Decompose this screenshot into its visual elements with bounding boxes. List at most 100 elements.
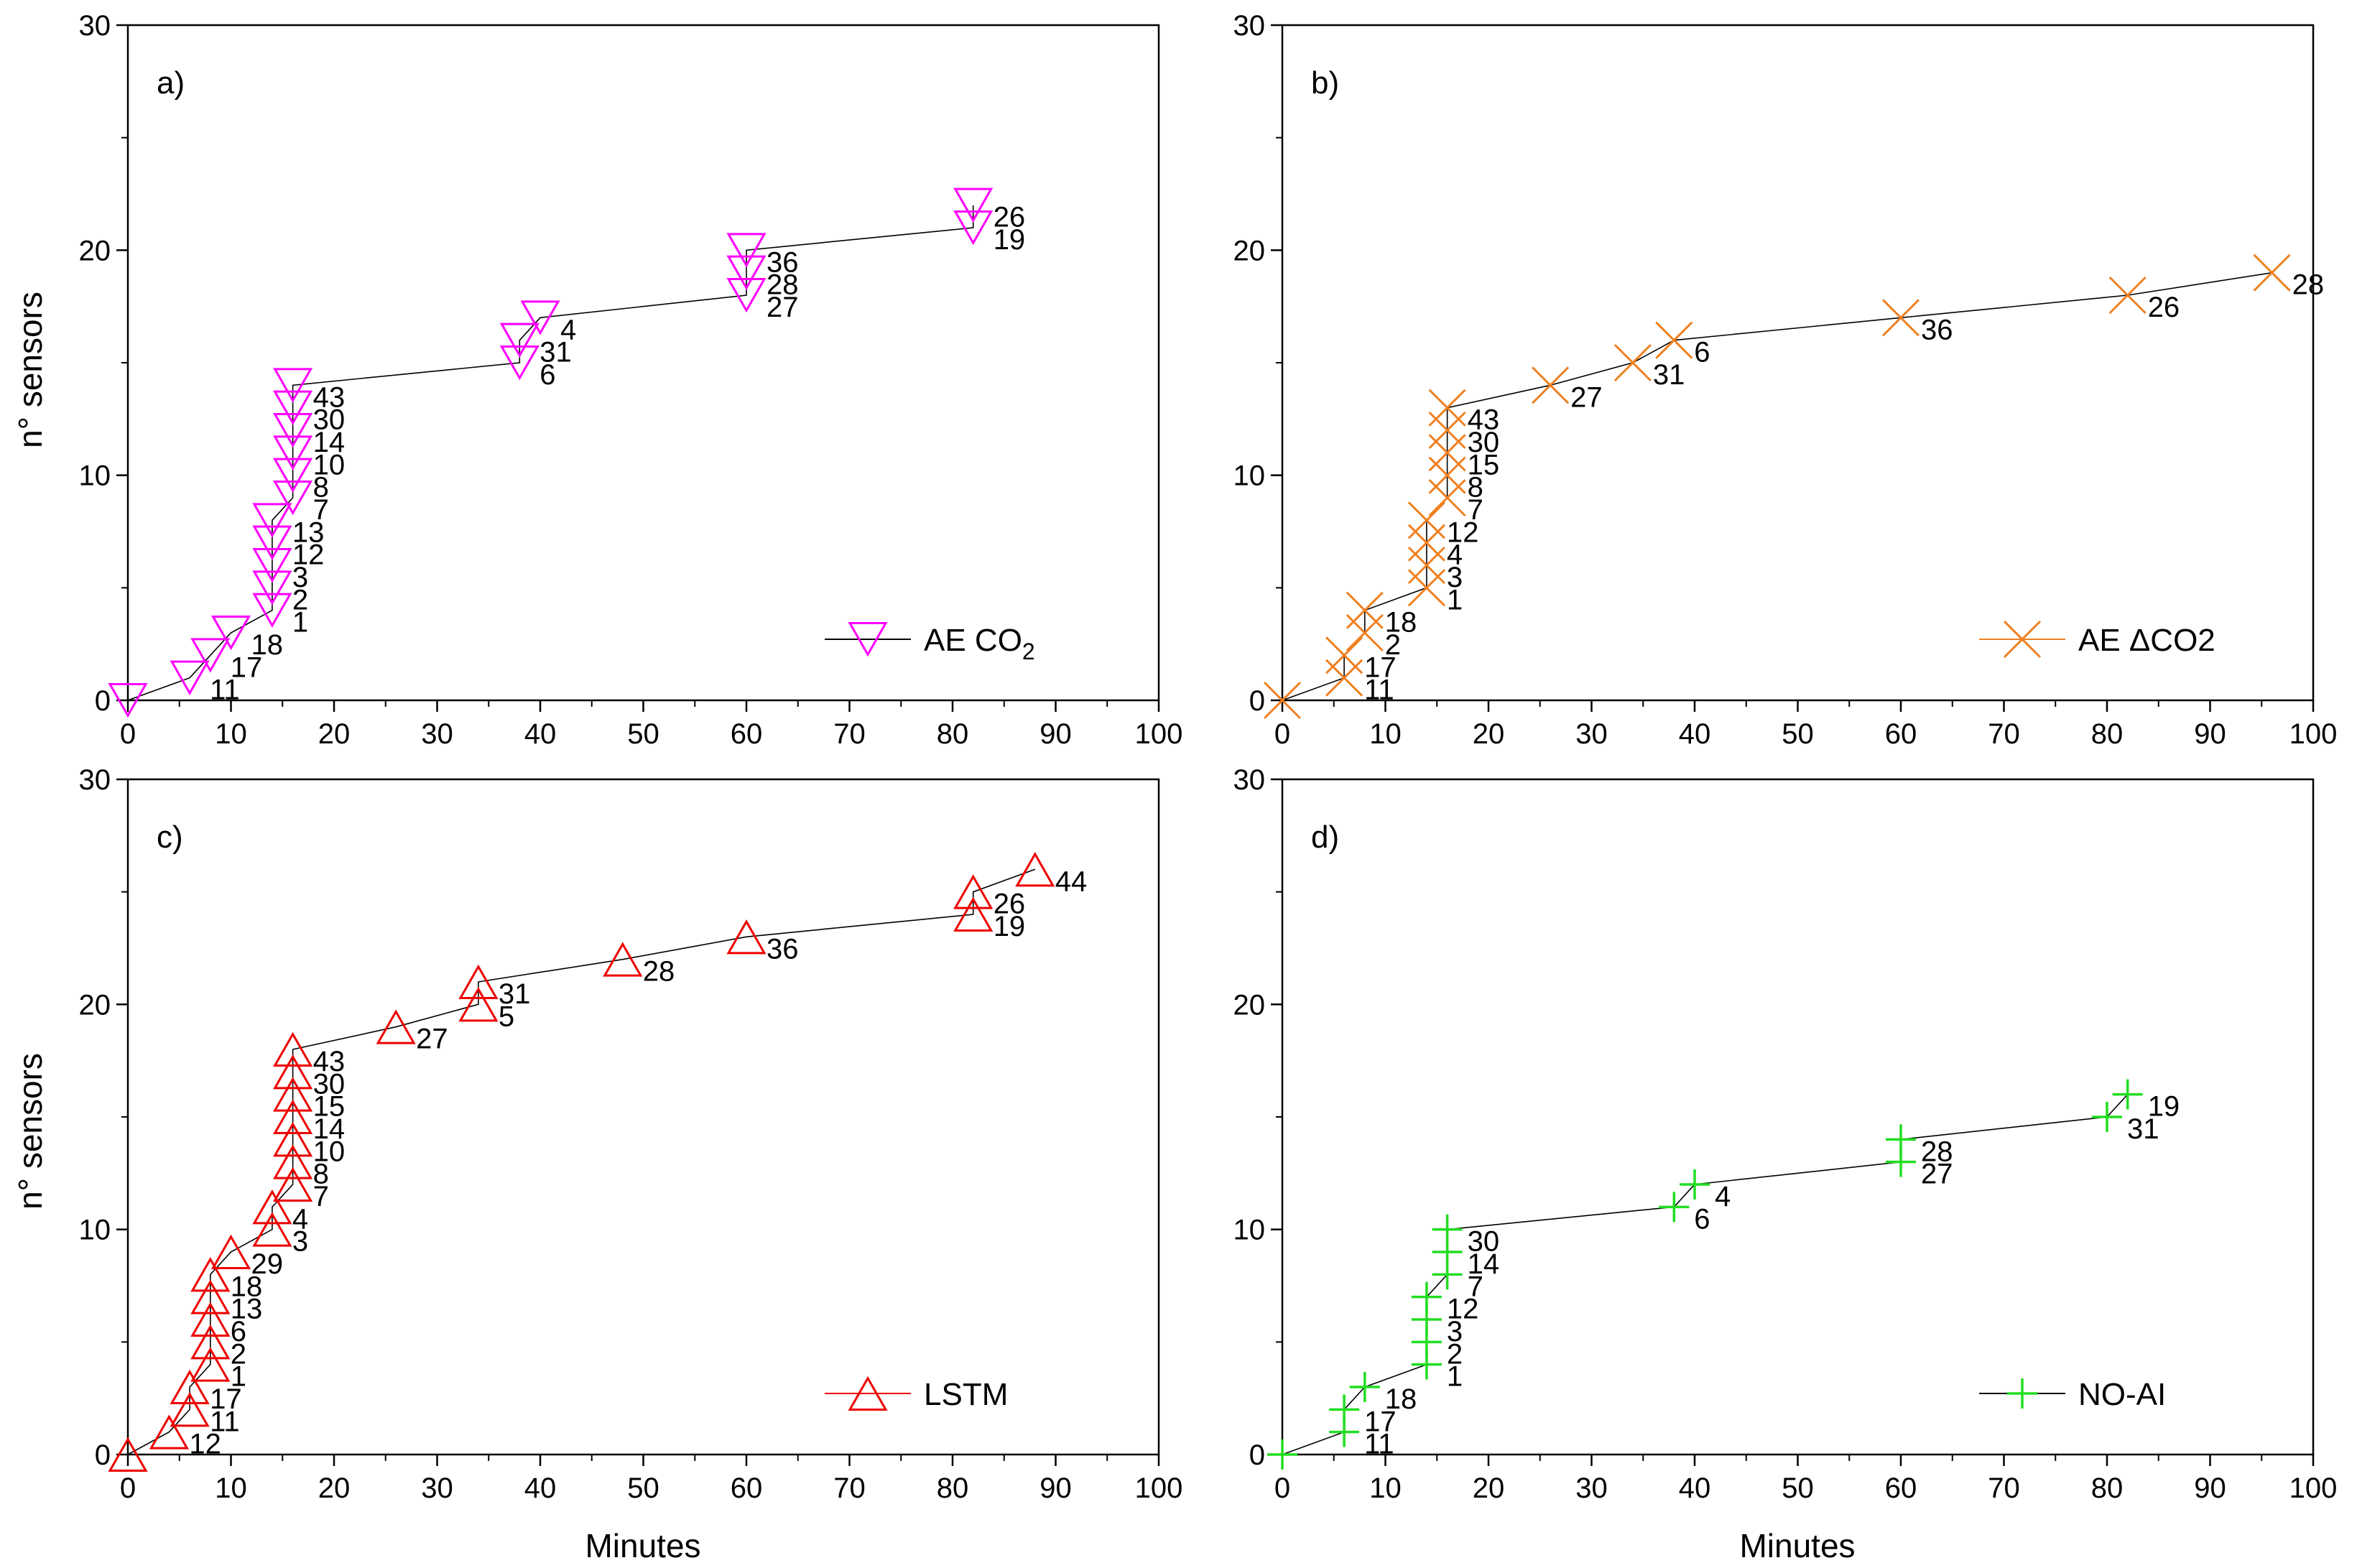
point-label: 28 — [767, 269, 799, 301]
data-point — [376, 1009, 416, 1044]
y-tick-label: 10 — [79, 460, 111, 492]
data-point — [252, 570, 292, 606]
legend-subscript: 2 — [1022, 639, 1035, 664]
point-label: 2 — [292, 584, 308, 616]
data-point — [149, 1414, 189, 1449]
y-tick-label: 10 — [79, 1215, 111, 1246]
x-tick-label: 10 — [215, 718, 247, 750]
data-point — [273, 1144, 313, 1179]
point-label: 2 — [1447, 1338, 1463, 1370]
point-label: 4 — [1447, 539, 1463, 571]
y-tick-label: 30 — [1233, 10, 1266, 42]
x-tick-label: 100 — [1135, 718, 1183, 750]
x-tick-label: 10 — [1369, 718, 1402, 750]
point-label: 36 — [767, 246, 799, 278]
point-label: 4 — [1715, 1181, 1731, 1212]
ylabel-top: n° sensors — [11, 292, 49, 448]
data-point — [726, 255, 767, 290]
x-tick-label: 60 — [731, 718, 763, 750]
point-label: 11 — [210, 674, 240, 706]
data-point — [2092, 1102, 2122, 1132]
data-point — [499, 345, 540, 381]
data-point — [1659, 1192, 1690, 1223]
point-label: 27 — [1570, 381, 1603, 413]
data-point — [273, 481, 313, 516]
panel-label: c) — [157, 820, 183, 855]
plot-frame — [126, 24, 1160, 702]
point-label: 36 — [1921, 314, 1953, 345]
x-tick-label: 30 — [1575, 718, 1608, 750]
data-point — [603, 942, 643, 977]
panel-label: b) — [1311, 65, 1339, 101]
chart-panel-1: 0 10 20 30 40 50 60 70 80 90 1000102030a)111718123… — [79, 10, 1183, 750]
point-label: 5 — [499, 1001, 514, 1032]
data-point — [210, 1234, 251, 1269]
panel-label: a) — [157, 65, 185, 101]
data-point — [273, 1166, 313, 1202]
series-line — [127, 868, 1036, 1455]
point-label: 13 — [292, 516, 325, 548]
point-label: 19 — [994, 911, 1026, 942]
y-tick-label: 30 — [79, 764, 111, 796]
point-label: 3 — [1447, 562, 1463, 593]
data-point — [726, 233, 767, 268]
x-tick-label: 30 — [421, 718, 453, 750]
y-tick-label: 0 — [95, 685, 111, 717]
point-label: 13 — [231, 1294, 263, 1325]
y-tick-label: 20 — [79, 235, 111, 266]
x-tick-label: 100 — [1135, 1472, 1183, 1504]
x-tick-label: 70 — [1988, 718, 2020, 750]
data-point — [252, 503, 292, 538]
y-tick-label: 20 — [79, 989, 111, 1021]
data-point — [273, 1099, 313, 1134]
y-tick-label: 30 — [79, 10, 111, 42]
x-tick-label: 90 — [1039, 1472, 1072, 1504]
data-point — [2112, 1079, 2143, 1110]
point-label: 27 — [1921, 1159, 1953, 1190]
x-tick-label: 90 — [2194, 1472, 2226, 1504]
point-label: 14 — [313, 427, 346, 458]
data-point — [499, 323, 540, 358]
point-label: 8 — [1468, 472, 1483, 504]
data-point — [1532, 366, 1570, 404]
data-point — [273, 390, 313, 425]
data-point — [2108, 276, 2147, 315]
data-point — [252, 525, 292, 560]
point-label: 1 — [231, 1361, 246, 1393]
x-tick-label: 40 — [524, 1472, 557, 1504]
x-tick-label: 10 — [1369, 1472, 1402, 1504]
ylabel-bottom: n° sensors — [11, 1053, 49, 1210]
data-point — [1428, 389, 1466, 427]
x-tick-label: 90 — [2194, 718, 2226, 750]
data-point — [190, 1302, 231, 1337]
x-tick-label: 100 — [2289, 718, 2338, 750]
data-point — [273, 458, 313, 493]
y-tick-label: 10 — [1233, 1215, 1266, 1246]
point-label: 26 — [994, 889, 1026, 920]
point-label: 43 — [313, 381, 346, 413]
y-tick-label: 10 — [1233, 460, 1266, 492]
data-point — [252, 1212, 292, 1247]
x-tick-label: 70 — [1988, 1472, 2020, 1504]
point-label: 26 — [2148, 292, 2180, 323]
y-tick-label: 30 — [1233, 764, 1266, 796]
point-label: 10 — [313, 1136, 346, 1167]
point-label: 2 — [1385, 629, 1401, 661]
point-label: 28 — [2292, 269, 2325, 301]
point-label: 30 — [313, 1068, 346, 1100]
data-point — [273, 1122, 313, 1157]
legend-label: LSTM — [924, 1377, 1008, 1412]
x-tick-label: 30 — [421, 1472, 453, 1504]
y-tick-label: 0 — [1249, 685, 1265, 717]
data-point — [458, 987, 499, 1022]
point-label: 6 — [1694, 337, 1710, 368]
data-point — [170, 1369, 210, 1404]
data-point — [1329, 1394, 1360, 1425]
data-point — [2253, 254, 2291, 292]
point-label: 10 — [313, 449, 346, 481]
x-tick-label: 80 — [2091, 1472, 2124, 1504]
data-point — [190, 1347, 231, 1382]
point-label: 11 — [1364, 1429, 1394, 1460]
point-label: 31 — [499, 978, 531, 1010]
